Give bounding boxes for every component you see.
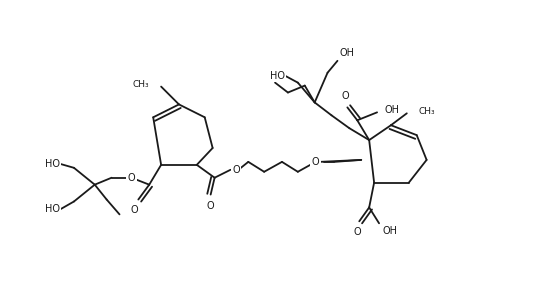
Text: OH: OH: [382, 226, 397, 236]
Text: OH: OH: [384, 105, 399, 115]
Text: CH₃: CH₃: [133, 80, 149, 89]
Text: O: O: [207, 201, 214, 211]
Text: O: O: [312, 157, 319, 167]
Text: HO: HO: [45, 204, 60, 214]
Text: HO: HO: [45, 159, 60, 169]
Text: O: O: [342, 91, 349, 102]
Text: O: O: [232, 165, 240, 175]
Text: OH: OH: [339, 48, 354, 58]
Text: HO: HO: [270, 71, 285, 81]
Text: O: O: [353, 227, 361, 237]
Text: O: O: [130, 206, 138, 215]
Text: CH₃: CH₃: [419, 107, 435, 116]
Text: O: O: [128, 173, 135, 183]
